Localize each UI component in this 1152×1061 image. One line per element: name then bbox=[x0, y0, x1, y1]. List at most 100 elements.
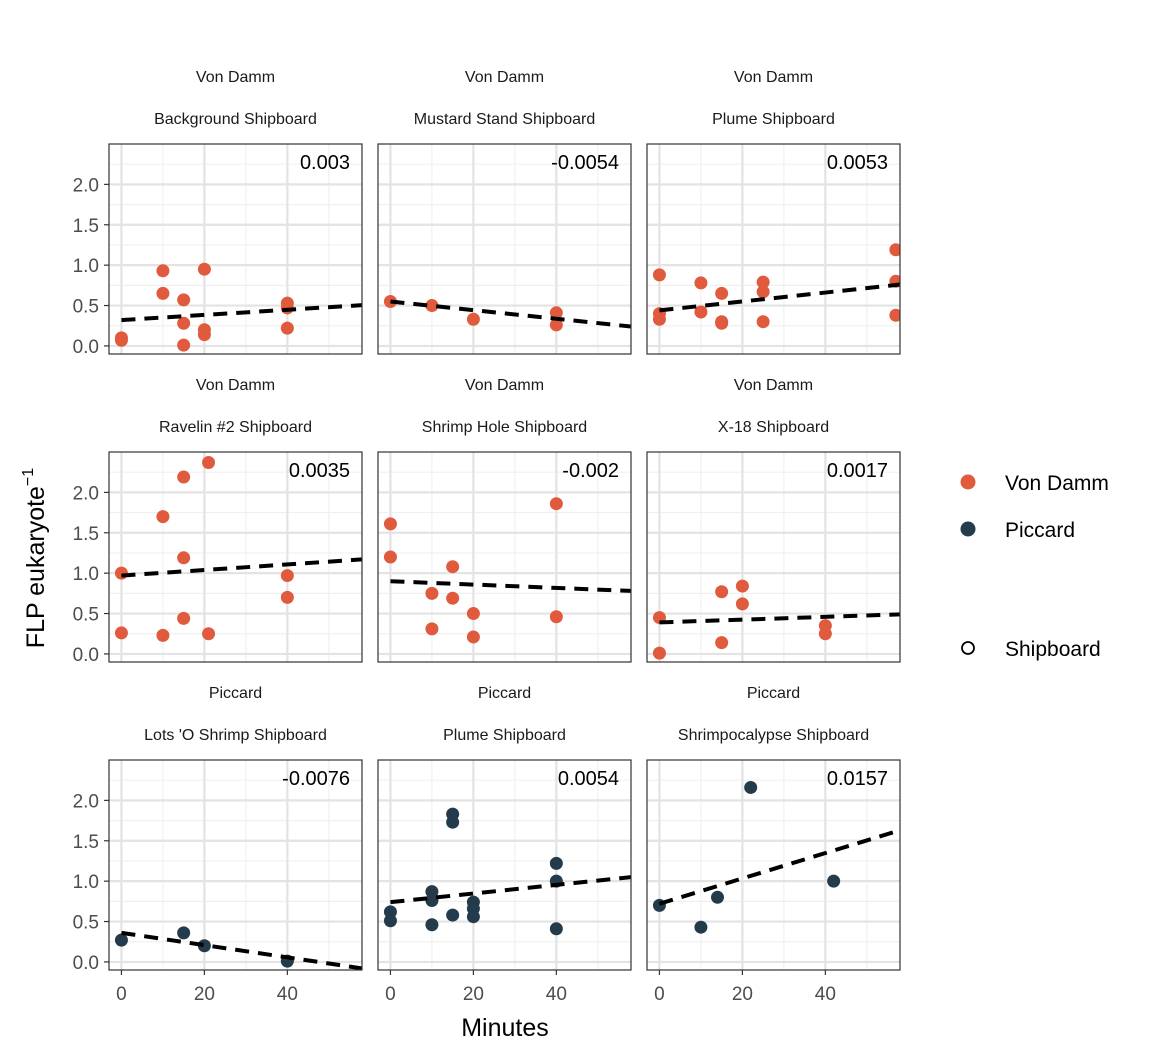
y-tick-label: 1.0 bbox=[73, 872, 99, 893]
data-point bbox=[889, 243, 900, 257]
panel-border bbox=[377, 759, 632, 971]
trend-line bbox=[121, 557, 362, 578]
panel-grid bbox=[109, 144, 362, 354]
facet-strip-top-label: Von Damm bbox=[465, 69, 544, 86]
x-tick-label: 40 bbox=[815, 984, 836, 1005]
legend-item: Von Damm bbox=[960, 472, 1109, 495]
data-point bbox=[715, 316, 729, 330]
x-tick-label: 0 bbox=[654, 984, 665, 1005]
data-point bbox=[756, 285, 770, 299]
x-tick-label: 20 bbox=[463, 984, 484, 1005]
panel-border bbox=[108, 143, 363, 355]
facet-panel: Piccard Plume Shipboard 0.0054 0 20 40 bbox=[377, 685, 632, 1005]
data-point bbox=[744, 780, 758, 794]
data-point bbox=[694, 920, 708, 934]
facet-strip-bottom-label: Shrimp Hole Shipboard bbox=[422, 419, 587, 436]
data-point bbox=[114, 626, 128, 640]
data-point bbox=[156, 264, 170, 278]
panel-background bbox=[378, 452, 631, 662]
data-point bbox=[197, 939, 211, 953]
data-point bbox=[715, 286, 729, 300]
facet-panel: Von Damm Mustard Stand Shipboard -0.0054 bbox=[377, 69, 632, 355]
legend-label: Shipboard bbox=[1005, 638, 1101, 661]
facet-strip-bottom-label: Background Shipboard bbox=[154, 111, 317, 128]
y-tick-label: 1.0 bbox=[73, 256, 99, 277]
y-tick-label: 0.5 bbox=[73, 605, 99, 626]
data-point bbox=[425, 894, 439, 908]
data-point bbox=[425, 885, 439, 899]
panel-background bbox=[647, 760, 900, 970]
panel-border bbox=[377, 143, 632, 355]
data-points bbox=[383, 497, 563, 644]
x-axis-title: Minutes bbox=[461, 1014, 549, 1042]
data-point bbox=[425, 622, 439, 636]
facet-panel: Von Damm Shrimp Hole Shipboard -0.002 bbox=[377, 377, 632, 663]
data-point bbox=[549, 922, 563, 936]
data-point bbox=[466, 607, 480, 621]
slope-annotation: 0.0157 bbox=[827, 768, 888, 790]
data-point bbox=[280, 590, 294, 604]
data-point bbox=[549, 856, 563, 870]
facet-strip-bottom-label: Plume Shipboard bbox=[712, 111, 835, 128]
facet-panel: Von Damm Ravelin #2 Shipboard 0.0035 0.0 0.5… bbox=[73, 377, 363, 666]
y-axis-title: FLP eukaryote−1 bbox=[20, 468, 50, 648]
data-point bbox=[715, 585, 729, 599]
facet-strip-top-label: Piccard bbox=[478, 685, 531, 702]
legend: Von Damm Piccard Shipboard bbox=[960, 472, 1109, 661]
data-points bbox=[114, 456, 294, 642]
data-point bbox=[202, 627, 216, 641]
y-tick-label: 0.5 bbox=[73, 297, 99, 318]
y-tick-label: 0.5 bbox=[73, 913, 99, 934]
data-point bbox=[383, 517, 397, 531]
panel-grid bbox=[109, 452, 362, 662]
data-point bbox=[177, 611, 191, 625]
trend-line bbox=[659, 612, 900, 625]
legend-label: Piccard bbox=[1005, 519, 1075, 542]
x-tick-label: 0 bbox=[116, 984, 127, 1005]
data-point bbox=[694, 305, 708, 319]
data-point bbox=[156, 510, 170, 524]
y-tick-label: 1.0 bbox=[73, 564, 99, 585]
data-points bbox=[652, 579, 832, 660]
facet-panel: Von Damm Background Shipboard 0.003 0.0 0.5 1… bbox=[73, 69, 363, 358]
data-point bbox=[466, 630, 480, 644]
facet-panel: Piccard Shrimpocalypse Shipboard 0.0157 0 20… bbox=[646, 685, 901, 1005]
data-points bbox=[652, 243, 900, 330]
data-point bbox=[425, 586, 439, 600]
data-point bbox=[114, 933, 128, 947]
facet-panel: Piccard Lots 'O Shrimp Shipboard -0.0076 0.… bbox=[73, 685, 363, 1005]
data-point bbox=[156, 286, 170, 300]
y-tick-label: 0.0 bbox=[73, 337, 99, 358]
y-tick-label: 1.5 bbox=[73, 832, 99, 853]
data-point bbox=[694, 276, 708, 290]
x-tick-label: 40 bbox=[546, 984, 567, 1005]
slope-annotation: -0.0076 bbox=[282, 768, 350, 790]
facet-strip-bottom-label: Shrimpocalypse Shipboard bbox=[678, 727, 869, 744]
panel-border bbox=[646, 451, 901, 663]
data-point bbox=[549, 306, 563, 320]
y-tick-label: 0.0 bbox=[73, 645, 99, 666]
panel-background bbox=[109, 760, 362, 970]
data-points bbox=[652, 780, 841, 934]
panel-border bbox=[646, 759, 901, 971]
data-point bbox=[383, 550, 397, 564]
facet-strip-top-label: Piccard bbox=[209, 685, 262, 702]
data-point bbox=[177, 470, 191, 484]
panel-grid bbox=[378, 760, 631, 970]
facet-strip-top-label: Von Damm bbox=[196, 69, 275, 86]
trend-line bbox=[659, 282, 900, 313]
trend-line bbox=[390, 299, 631, 329]
facet-strip-bottom-label: Plume Shipboard bbox=[443, 727, 566, 744]
x-tick-label: 20 bbox=[194, 984, 215, 1005]
data-point bbox=[549, 497, 563, 511]
facet-strip-top-label: Piccard bbox=[747, 685, 800, 702]
legend-label: Von Damm bbox=[1005, 472, 1109, 495]
data-point bbox=[735, 579, 749, 593]
legend-item: Shipboard bbox=[961, 638, 1101, 661]
data-point bbox=[177, 316, 191, 330]
slope-annotation: 0.0017 bbox=[827, 460, 888, 482]
facet-strip-top-label: Von Damm bbox=[196, 377, 275, 394]
data-point bbox=[383, 914, 397, 928]
data-points bbox=[114, 262, 294, 352]
trend-line bbox=[121, 303, 362, 323]
